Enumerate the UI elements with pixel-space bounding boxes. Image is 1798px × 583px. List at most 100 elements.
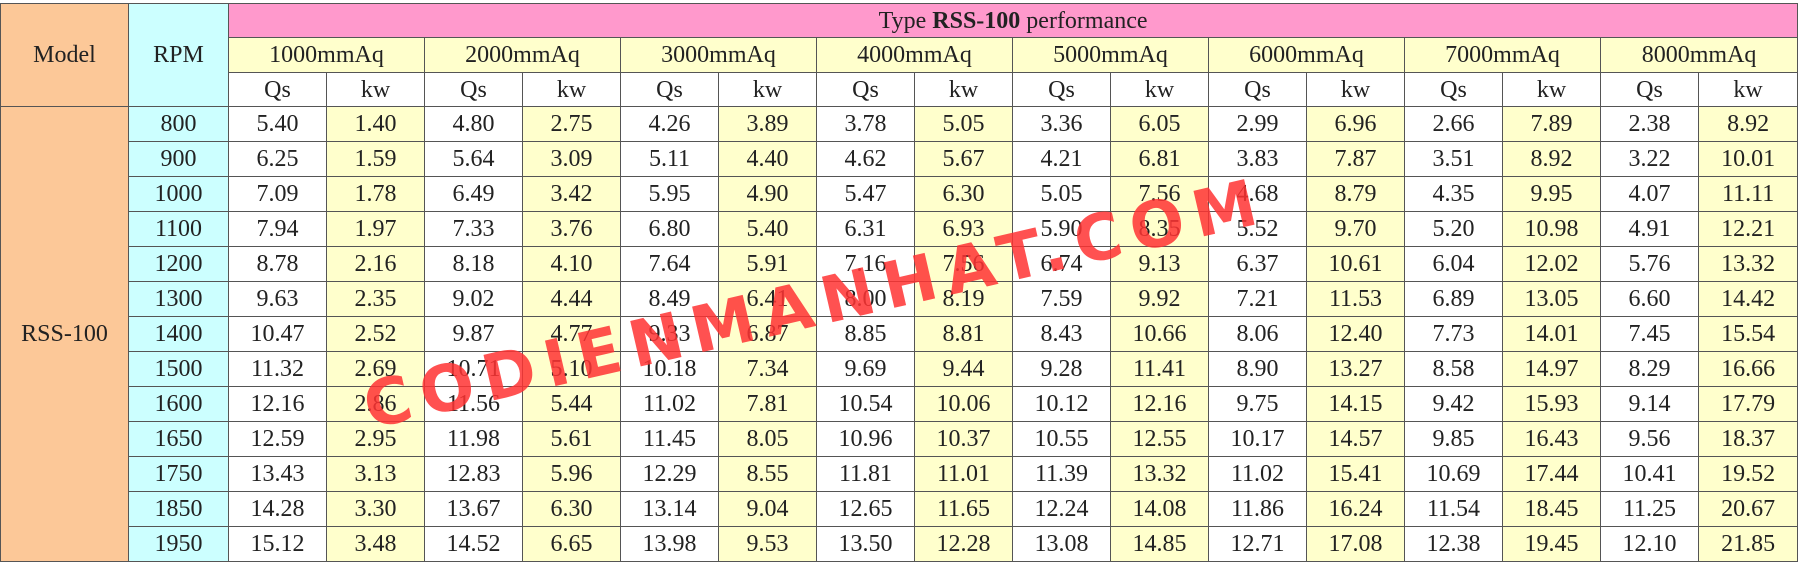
rpm-cell: 1950 bbox=[128, 526, 229, 562]
kw-header: kw bbox=[1502, 72, 1601, 107]
qs-cell: 13.98 bbox=[620, 526, 719, 562]
pressure-header: 2000mmAq bbox=[424, 37, 621, 73]
kw-cell: 2.75 bbox=[522, 106, 621, 142]
kw-cell: 12.28 bbox=[914, 526, 1013, 562]
qs-cell: 5.05 bbox=[1012, 176, 1111, 212]
qs-header: Qs bbox=[1600, 72, 1699, 107]
qs-cell: 8.58 bbox=[1404, 351, 1503, 387]
qs-cell: 11.81 bbox=[816, 456, 915, 492]
qs-cell: 8.18 bbox=[424, 246, 523, 282]
qs-cell: 5.64 bbox=[424, 141, 523, 177]
qs-cell: 3.51 bbox=[1404, 141, 1503, 177]
kw-cell: 7.89 bbox=[1502, 106, 1601, 142]
qs-cell: 12.24 bbox=[1012, 491, 1111, 527]
qs-cell: 11.02 bbox=[620, 386, 719, 422]
qs-cell: 13.14 bbox=[620, 491, 719, 527]
qs-cell: 9.69 bbox=[816, 351, 915, 387]
rpm-cell: 1400 bbox=[128, 316, 229, 352]
kw-cell: 17.44 bbox=[1502, 456, 1601, 492]
kw-header: kw bbox=[1306, 72, 1405, 107]
qs-header: Qs bbox=[1012, 72, 1111, 107]
qs-cell: 2.66 bbox=[1404, 106, 1503, 142]
kw-cell: 13.05 bbox=[1502, 281, 1601, 317]
model-header: Model bbox=[0, 3, 129, 107]
kw-cell: 1.97 bbox=[326, 211, 425, 247]
title-prefix: Type bbox=[878, 7, 933, 34]
table-row: 1750 13.43 3.13 12.83 5.96 12.29 8.55 11.81 11.0… bbox=[1, 456, 1798, 492]
kw-cell: 6.87 bbox=[718, 316, 817, 352]
qs-cell: 11.56 bbox=[424, 386, 523, 422]
kw-cell: 12.55 bbox=[1110, 421, 1209, 457]
title-model: RSS-100 bbox=[932, 7, 1021, 34]
kw-cell: 3.13 bbox=[326, 456, 425, 492]
qs-header: Qs bbox=[620, 72, 719, 107]
rpm-cell: 1850 bbox=[128, 491, 229, 527]
kw-cell: 13.27 bbox=[1306, 351, 1405, 387]
qs-cell: 7.59 bbox=[1012, 281, 1111, 317]
rpm-cell: 1500 bbox=[128, 351, 229, 387]
kw-cell: 10.98 bbox=[1502, 211, 1601, 247]
rpm-cell: 1100 bbox=[128, 211, 229, 247]
kw-cell: 5.91 bbox=[718, 246, 817, 282]
qs-cell: 12.65 bbox=[816, 491, 915, 527]
qs-cell: 6.89 bbox=[1404, 281, 1503, 317]
kw-cell: 8.81 bbox=[914, 316, 1013, 352]
qs-cell: 10.47 bbox=[228, 316, 327, 352]
qs-cell: 11.45 bbox=[620, 421, 719, 457]
kw-cell: 7.34 bbox=[718, 351, 817, 387]
kw-cell: 5.67 bbox=[914, 141, 1013, 177]
qs-cell: 14.52 bbox=[424, 526, 523, 562]
pressure-header: 8000mmAq bbox=[1599, 37, 1798, 73]
qs-header: Qs bbox=[1208, 72, 1307, 107]
kw-cell: 13.32 bbox=[1697, 246, 1798, 282]
qs-cell: 13.67 bbox=[424, 491, 523, 527]
qs-cell: 8.06 bbox=[1208, 316, 1307, 352]
qs-cell: 7.33 bbox=[424, 211, 523, 247]
kw-cell: 8.35 bbox=[1110, 211, 1209, 247]
rpm-cell: 1750 bbox=[128, 456, 229, 492]
qs-cell: 7.09 bbox=[228, 176, 327, 212]
qs-cell: 9.75 bbox=[1208, 386, 1307, 422]
kw-cell: 3.42 bbox=[522, 176, 621, 212]
kw-cell: 8.55 bbox=[718, 456, 817, 492]
qs-cell: 8.29 bbox=[1600, 351, 1699, 387]
qs-cell: 4.80 bbox=[424, 106, 523, 142]
kw-cell: 13.32 bbox=[1110, 456, 1209, 492]
performance-table: Model RPM Type RSS-100 performance 1000m… bbox=[0, 3, 1798, 562]
kw-cell: 2.16 bbox=[326, 246, 425, 282]
table-row: 1500 11.32 2.69 10.71 5.10 10.18 7.34 9.69 9.44 9… bbox=[1, 351, 1798, 387]
table-row: 1650 12.59 2.95 11.98 5.61 11.45 8.05 10.96 10.3… bbox=[1, 421, 1798, 457]
qs-cell: 5.20 bbox=[1404, 211, 1503, 247]
kw-cell: 4.90 bbox=[718, 176, 817, 212]
kw-cell: 10.37 bbox=[914, 421, 1013, 457]
pressure-header: 3000mmAq bbox=[620, 37, 817, 73]
kw-cell: 5.44 bbox=[522, 386, 621, 422]
table-row: 1400 10.47 2.52 9.87 4.77 9.33 6.87 8.85 8.81 8.4… bbox=[1, 316, 1798, 352]
kw-cell: 6.93 bbox=[914, 211, 1013, 247]
table-row: 1950 15.12 3.48 14.52 6.65 13.98 9.53 13.50 12.2… bbox=[1, 526, 1798, 562]
kw-cell: 16.43 bbox=[1502, 421, 1601, 457]
qs-cell: 10.71 bbox=[424, 351, 523, 387]
kw-cell: 15.93 bbox=[1502, 386, 1601, 422]
kw-cell: 10.61 bbox=[1306, 246, 1405, 282]
kw-cell: 8.79 bbox=[1306, 176, 1405, 212]
kw-cell: 3.76 bbox=[522, 211, 621, 247]
qs-cell: 9.14 bbox=[1600, 386, 1699, 422]
rpm-cell: 1200 bbox=[128, 246, 229, 282]
table-row: 1600 12.16 2.86 11.56 5.44 11.02 7.81 10.54 10.0… bbox=[1, 386, 1798, 422]
qs-cell: 13.08 bbox=[1012, 526, 1111, 562]
kw-cell: 3.30 bbox=[326, 491, 425, 527]
qs-cell: 7.45 bbox=[1600, 316, 1699, 352]
qs-cell: 2.38 bbox=[1600, 106, 1699, 142]
kw-cell: 14.15 bbox=[1306, 386, 1405, 422]
kw-cell: 7.56 bbox=[1110, 176, 1209, 212]
table-row: 1100 7.94 1.97 7.33 3.76 6.80 5.40 6.31 6.93 5.90… bbox=[1, 211, 1798, 247]
table-row: RSS-100 800 5.40 1.40 4.80 2.75 4.26 3.89 3.78 5.… bbox=[0, 106, 1798, 562]
qs-cell: 12.59 bbox=[228, 421, 327, 457]
qs-cell: 11.39 bbox=[1012, 456, 1111, 492]
kw-cell: 7.81 bbox=[718, 386, 817, 422]
kw-cell: 15.54 bbox=[1697, 316, 1798, 352]
kw-header: kw bbox=[718, 72, 817, 107]
qs-cell: 6.31 bbox=[816, 211, 915, 247]
qs-cell: 12.29 bbox=[620, 456, 719, 492]
